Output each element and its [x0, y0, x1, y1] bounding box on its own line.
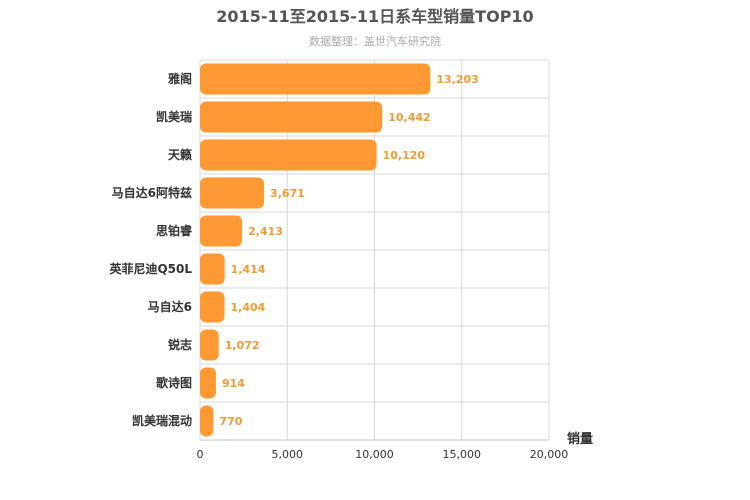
bar[interactable] — [200, 253, 225, 285]
category-label: 英菲尼迪Q50L — [109, 261, 192, 276]
grid — [199, 59, 550, 441]
bar[interactable] — [200, 367, 216, 399]
category-label: 凯美瑞 — [156, 109, 192, 124]
data-label: 10,120 — [383, 149, 426, 162]
x-tick-label: 20,000 — [530, 448, 569, 461]
bar[interactable] — [200, 63, 431, 95]
chart-subtitle: 数据整理：盖世汽车研究院 — [309, 34, 441, 48]
bar[interactable] — [200, 101, 383, 133]
x-tick-label: 15,000 — [443, 448, 482, 461]
data-label: 914 — [222, 377, 245, 390]
category-label: 雅阁 — [167, 71, 192, 86]
data-label: 770 — [219, 415, 242, 428]
x-axis-title: 销量 — [567, 431, 593, 447]
data-label: 10,442 — [388, 111, 430, 124]
category-label: 天籁 — [168, 147, 192, 162]
category-label: 凯美瑞混动 — [132, 413, 192, 428]
x-tick-label: 0 — [197, 448, 204, 461]
category-label: 锐志 — [168, 337, 192, 352]
category-label: 马自达6阿特兹 — [112, 185, 192, 200]
bar[interactable] — [200, 177, 265, 209]
bars — [200, 63, 431, 437]
data-label: 1,404 — [230, 301, 265, 314]
category-label: 马自达6 — [148, 299, 192, 314]
bar[interactable] — [200, 405, 214, 437]
bar[interactable] — [200, 139, 377, 171]
data-label: 1,072 — [225, 339, 260, 352]
data-label: 13,203 — [436, 73, 478, 86]
bar[interactable] — [200, 329, 219, 361]
x-tick-label: 5,000 — [272, 448, 304, 461]
labels: 0 5,000 10,000 15,000 20,000 雅阁 13,203 凯美瑞 10,44… — [109, 71, 568, 461]
category-label: 歌诗图 — [156, 375, 192, 390]
data-label: 1,414 — [231, 263, 266, 276]
category-label: 思铂睿 — [156, 223, 193, 238]
data-label: 3,671 — [270, 187, 305, 200]
bar[interactable] — [200, 215, 243, 247]
chart-title: 2015-11至2015-11日系车型销量TOP10 — [216, 7, 533, 26]
x-tick-label: 10,000 — [355, 448, 394, 461]
bar[interactable] — [200, 291, 225, 323]
data-label: 2,413 — [248, 225, 283, 238]
